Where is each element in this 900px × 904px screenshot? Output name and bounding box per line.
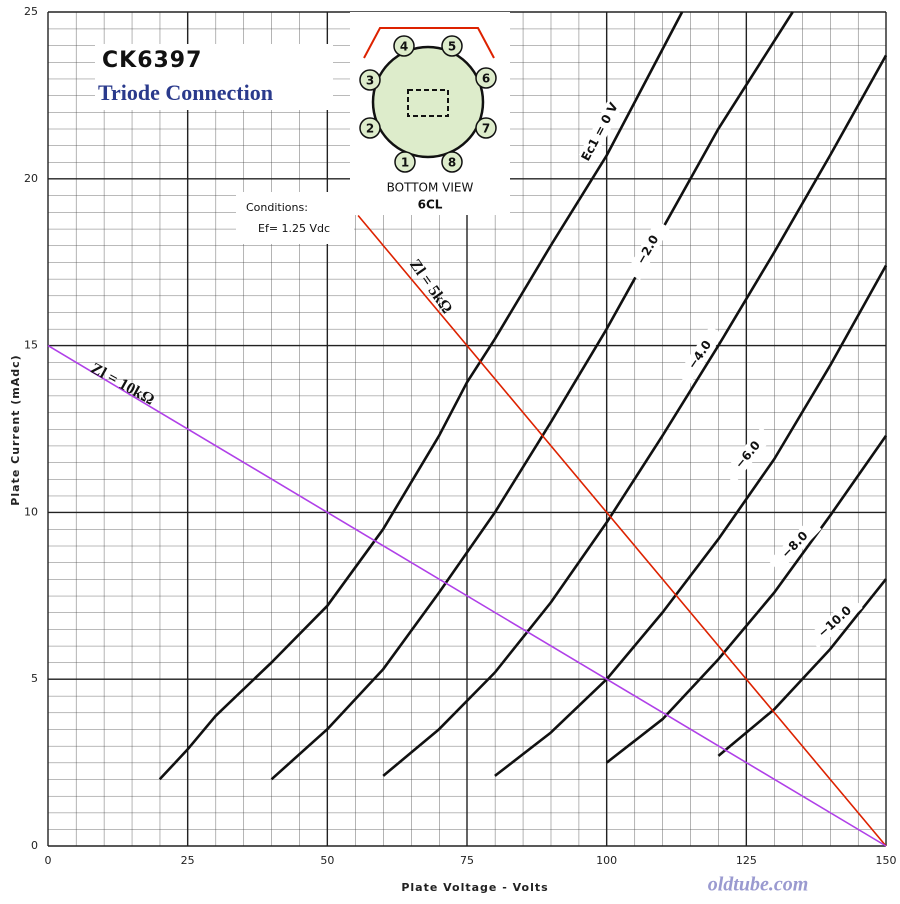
plate-curve bbox=[382, 54, 888, 777]
pin bbox=[441, 151, 463, 173]
chart-subtitle: Triode Connection bbox=[98, 80, 273, 105]
connector bbox=[363, 27, 495, 59]
y-tick-label: 0 bbox=[31, 839, 38, 852]
pin-label: 8 bbox=[448, 156, 456, 170]
diagram-caption: BOTTOM VIEW bbox=[387, 181, 474, 195]
x-tick-label: 150 bbox=[876, 854, 897, 867]
plate-curve bbox=[605, 434, 888, 764]
pin bbox=[394, 151, 416, 173]
conditions: Ef= 1.25 Vdc bbox=[258, 222, 330, 235]
label-bg bbox=[676, 325, 724, 385]
load-line bbox=[357, 214, 887, 847]
x-tick-label: 25 bbox=[181, 854, 195, 867]
pin-label: 1 bbox=[401, 156, 409, 170]
x-tick-label: 100 bbox=[596, 854, 617, 867]
y-tick-label: 25 bbox=[24, 5, 38, 18]
pin bbox=[441, 35, 463, 57]
label-bg bbox=[578, 101, 622, 163]
x-tick-label: 125 bbox=[736, 854, 757, 867]
x-tick-label: 50 bbox=[320, 854, 334, 867]
pin bbox=[475, 117, 497, 139]
label-bg bbox=[722, 426, 774, 484]
plate-curve bbox=[270, 11, 794, 781]
diagram-base: 6CL bbox=[418, 198, 443, 212]
y-tick-label: 5 bbox=[31, 672, 38, 685]
pin bbox=[393, 35, 415, 57]
pin bbox=[359, 117, 381, 139]
y-tick-label: 15 bbox=[24, 339, 38, 352]
label-bg bbox=[768, 517, 822, 573]
plate-curve bbox=[717, 578, 888, 757]
plate-curve bbox=[494, 264, 888, 777]
pin-label: 4 bbox=[400, 40, 408, 54]
tube-base bbox=[371, 45, 485, 159]
base-diagram: BOTTOM VIEW 6CL 1 2 3 4 5 6 7 8 bbox=[350, 12, 510, 215]
pin bbox=[359, 69, 381, 91]
y-tick-label: 10 bbox=[24, 505, 38, 518]
label-bg bbox=[807, 595, 863, 649]
pin-label: 2 bbox=[366, 122, 374, 136]
load-line bbox=[47, 344, 887, 847]
label-bg bbox=[626, 220, 670, 280]
x-tick-label: 0 bbox=[45, 854, 52, 867]
curves bbox=[47, 11, 888, 847]
conditions: Conditions: bbox=[246, 201, 308, 214]
plate-curve bbox=[158, 11, 684, 781]
x-axis-label: Plate Voltage - Volts bbox=[401, 881, 548, 894]
y-tick-label: 20 bbox=[24, 172, 38, 185]
watermark: oldtube.com bbox=[708, 874, 809, 896]
pin-label: 3 bbox=[366, 74, 374, 88]
pin-label: 6 bbox=[482, 72, 490, 86]
title-box bbox=[95, 44, 333, 110]
y-axis-label: Plate Current (mAdc) bbox=[9, 354, 22, 505]
pin-label: 7 bbox=[482, 122, 490, 136]
conditions-box bbox=[236, 192, 354, 244]
pin-label: 5 bbox=[448, 40, 456, 54]
electrodes bbox=[407, 89, 449, 117]
pin bbox=[475, 67, 497, 89]
x-tick-label: 75 bbox=[460, 854, 474, 867]
chart-title: CK6397 bbox=[102, 48, 202, 73]
